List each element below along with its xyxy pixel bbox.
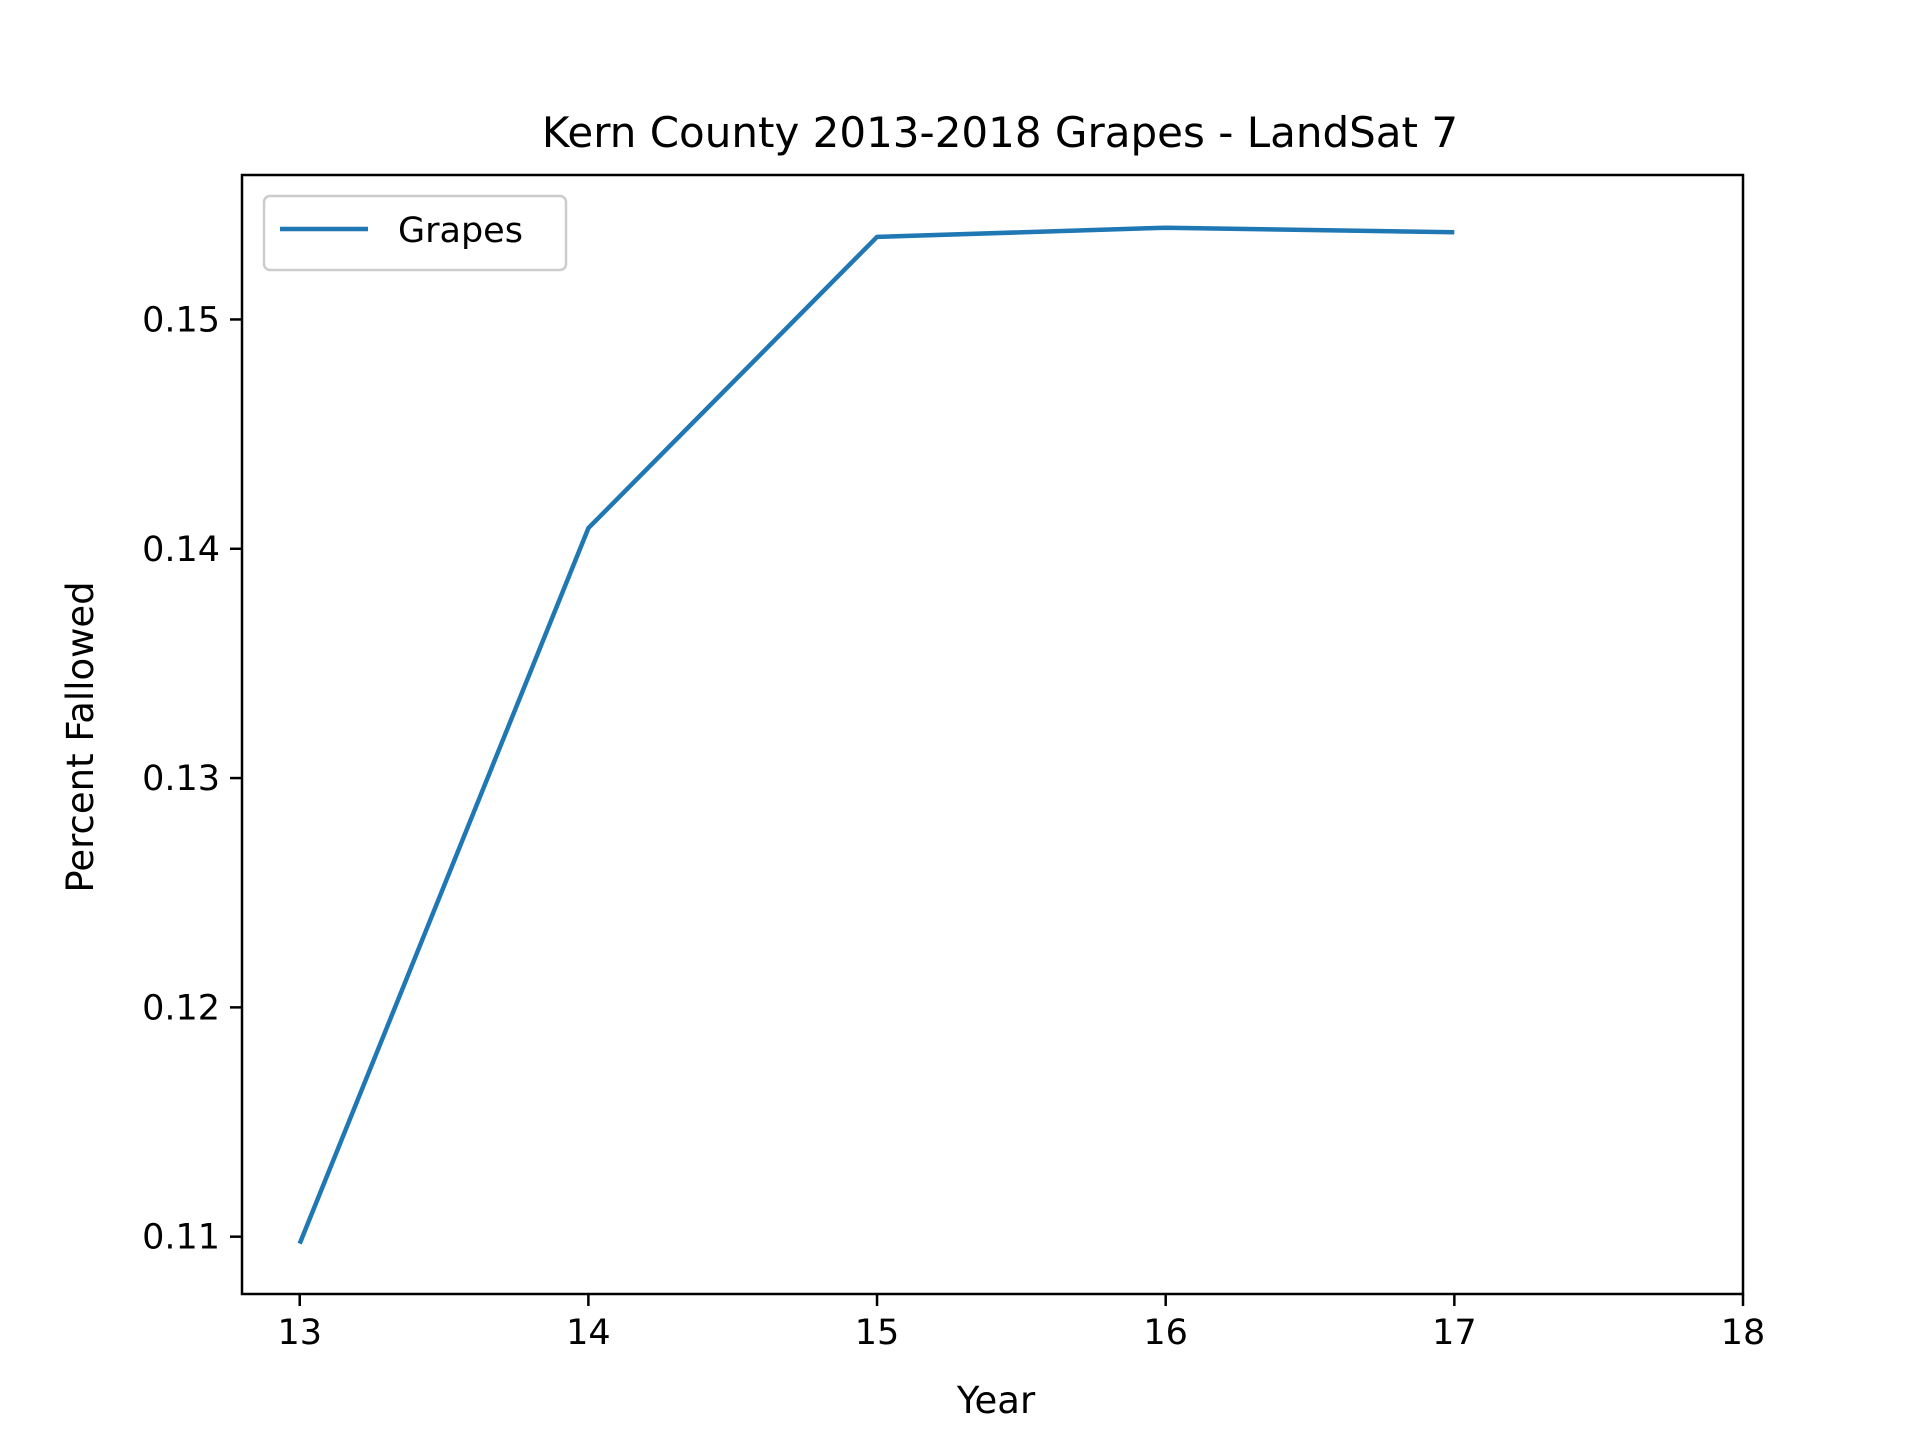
y-tick-label: 0.13 xyxy=(142,759,220,799)
x-tick-label: 18 xyxy=(1721,1313,1766,1353)
y-tick-label: 0.14 xyxy=(142,530,220,570)
y-tick-label: 0.11 xyxy=(142,1218,220,1258)
legend-label-grapes: Grapes xyxy=(398,211,523,251)
x-axis-label: Year xyxy=(956,1379,1036,1422)
y-tick-label: 0.12 xyxy=(142,988,220,1028)
x-axis-ticks: 13 14 15 16 17 18 xyxy=(277,1294,1765,1353)
x-tick-label: 14 xyxy=(566,1313,611,1353)
chart-title: Kern County 2013-2018 Grapes - LandSat 7 xyxy=(542,108,1458,157)
x-tick-label: 15 xyxy=(855,1313,900,1353)
plot-area-frame xyxy=(240,173,1745,1296)
x-tick-label: 17 xyxy=(1432,1313,1477,1353)
x-tick-label: 13 xyxy=(277,1313,322,1353)
y-tick-label: 0.15 xyxy=(142,300,220,340)
legend-box xyxy=(262,194,568,272)
series-layer xyxy=(297,225,1455,1245)
y-axis-label: Percent Fallowed xyxy=(59,581,102,892)
legend: Grapes xyxy=(262,194,568,272)
x-tick-label: 16 xyxy=(1143,1313,1188,1353)
y-axis-ticks: 0.11 0.12 0.13 0.14 0.15 xyxy=(142,300,242,1258)
